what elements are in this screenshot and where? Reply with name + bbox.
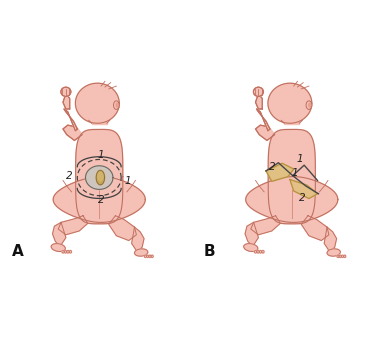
Ellipse shape <box>306 101 312 110</box>
Polygon shape <box>53 176 145 222</box>
Polygon shape <box>245 222 258 246</box>
Ellipse shape <box>62 250 64 253</box>
Polygon shape <box>256 94 262 109</box>
Ellipse shape <box>147 255 149 258</box>
Polygon shape <box>86 166 113 189</box>
Ellipse shape <box>65 250 66 253</box>
Polygon shape <box>284 118 300 124</box>
Ellipse shape <box>255 250 257 253</box>
Ellipse shape <box>135 249 148 256</box>
Polygon shape <box>256 94 262 109</box>
Polygon shape <box>256 125 274 140</box>
Polygon shape <box>290 179 317 198</box>
Text: 2: 2 <box>98 195 104 206</box>
Polygon shape <box>246 176 338 222</box>
Polygon shape <box>266 163 294 182</box>
Polygon shape <box>256 109 270 131</box>
Polygon shape <box>91 118 107 124</box>
Polygon shape <box>75 83 119 123</box>
Polygon shape <box>256 109 270 131</box>
Ellipse shape <box>327 249 341 256</box>
Text: 1: 1 <box>291 168 298 178</box>
Polygon shape <box>301 216 329 241</box>
Ellipse shape <box>151 255 153 258</box>
Ellipse shape <box>257 250 259 253</box>
Polygon shape <box>52 222 66 246</box>
Polygon shape <box>109 216 136 241</box>
Ellipse shape <box>61 87 71 96</box>
Ellipse shape <box>253 87 264 96</box>
Ellipse shape <box>69 250 72 253</box>
Text: 1: 1 <box>98 150 104 160</box>
Polygon shape <box>324 227 337 252</box>
Ellipse shape <box>308 102 311 108</box>
Polygon shape <box>63 94 70 109</box>
Polygon shape <box>256 125 274 140</box>
Ellipse shape <box>149 255 151 258</box>
Ellipse shape <box>344 255 346 258</box>
Ellipse shape <box>339 255 341 258</box>
Polygon shape <box>58 216 88 235</box>
Polygon shape <box>63 125 82 140</box>
Text: 1: 1 <box>124 176 131 186</box>
Polygon shape <box>64 109 77 131</box>
Text: 2: 2 <box>66 171 73 181</box>
Polygon shape <box>132 227 144 252</box>
Polygon shape <box>251 216 280 235</box>
Polygon shape <box>268 83 312 123</box>
Polygon shape <box>63 125 82 140</box>
Ellipse shape <box>341 255 344 258</box>
Text: B: B <box>204 244 216 259</box>
Ellipse shape <box>244 244 258 251</box>
Polygon shape <box>64 109 77 131</box>
Ellipse shape <box>144 255 146 258</box>
Text: 2: 2 <box>299 193 306 202</box>
Ellipse shape <box>253 87 264 96</box>
Polygon shape <box>96 170 104 185</box>
Ellipse shape <box>67 250 69 253</box>
Polygon shape <box>268 129 316 224</box>
Polygon shape <box>63 94 70 109</box>
Polygon shape <box>98 172 103 181</box>
Polygon shape <box>75 129 123 224</box>
Ellipse shape <box>51 244 65 251</box>
Ellipse shape <box>115 102 119 108</box>
Ellipse shape <box>61 87 71 96</box>
Ellipse shape <box>113 101 119 110</box>
Text: 2: 2 <box>269 162 276 172</box>
Ellipse shape <box>337 255 339 258</box>
Ellipse shape <box>262 250 264 253</box>
Ellipse shape <box>259 250 262 253</box>
Text: A: A <box>12 244 23 259</box>
Text: 1: 1 <box>296 153 303 164</box>
